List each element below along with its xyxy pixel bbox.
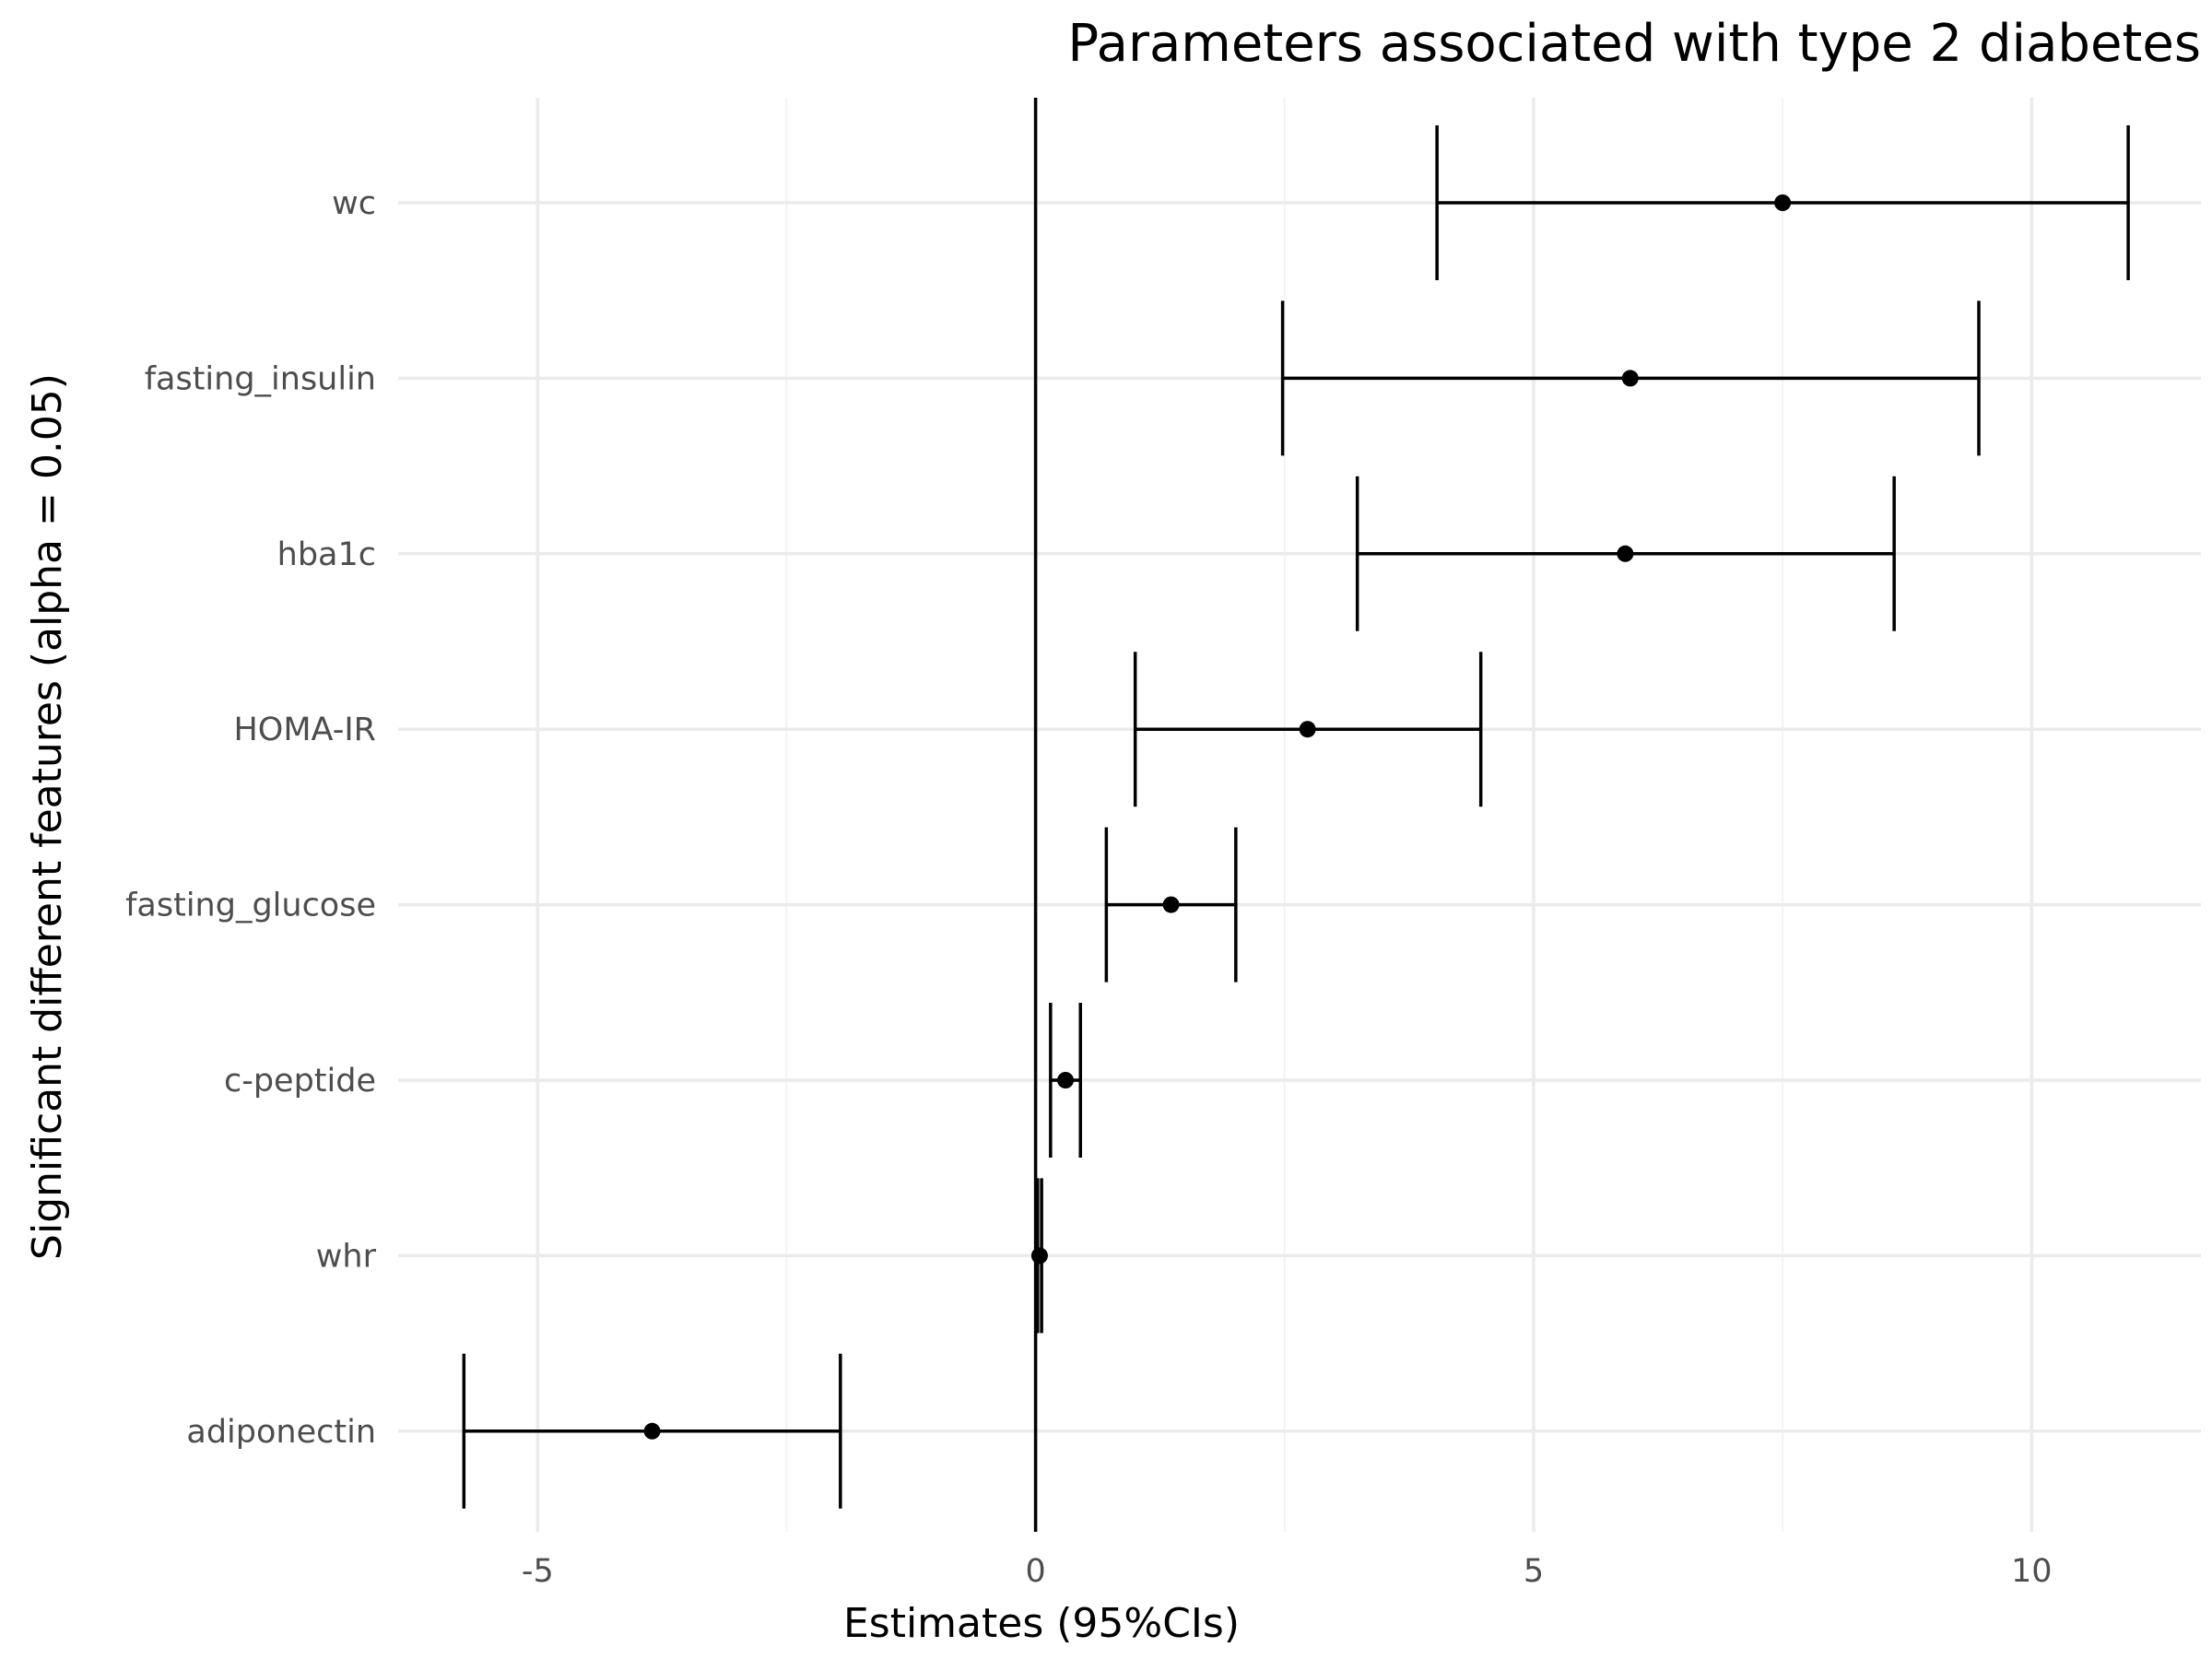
- x-tick-label: 5: [1524, 1553, 1544, 1590]
- y-tick-label: hba1c: [277, 536, 376, 573]
- chart-title: Parameters associated with type 2 diabet…: [1067, 14, 2201, 74]
- estimate-point-fasting_insulin: [1621, 370, 1639, 387]
- x-tick-labels: -5 0 5 10: [522, 1553, 2053, 1590]
- x-tick-label: 10: [2011, 1553, 2053, 1590]
- y-tick-label: fasting_insulin: [145, 360, 376, 397]
- estimate-point-hba1c: [1617, 545, 1634, 562]
- y-tick-label: c-peptide: [224, 1063, 376, 1100]
- estimate-point-HOMA-IR: [1299, 721, 1316, 738]
- y-tick-label: fasting_glucose: [125, 888, 376, 924]
- x-tick-label: -5: [522, 1553, 554, 1590]
- y-tick-label: HOMA-IR: [233, 712, 376, 748]
- estimate-points: [643, 194, 1792, 1440]
- x-axis-title: Estimates (95%CIs): [843, 1600, 1240, 1647]
- y-tick-label: wc: [332, 185, 376, 222]
- y-tick-label: adiponectin: [186, 1414, 376, 1451]
- grid-layer: [398, 98, 2201, 1532]
- y-tick-label: whr: [316, 1238, 377, 1275]
- estimate-point-adiponectin: [643, 1422, 661, 1440]
- y-tick-labels: wc fasting_insulin hba1c HOMA-IR fasting_glu…: [125, 185, 377, 1451]
- estimate-point-c-peptide: [1057, 1072, 1075, 1088]
- x-tick-label: 0: [1025, 1553, 1045, 1590]
- estimate-point-whr: [1030, 1247, 1048, 1265]
- estimate-point-wc: [1774, 194, 1792, 211]
- y-axis-title: Significant different features (alpha = …: [24, 373, 71, 1260]
- confidence-intervals: [462, 125, 2130, 1509]
- estimate-point-fasting_glucose: [1162, 896, 1180, 913]
